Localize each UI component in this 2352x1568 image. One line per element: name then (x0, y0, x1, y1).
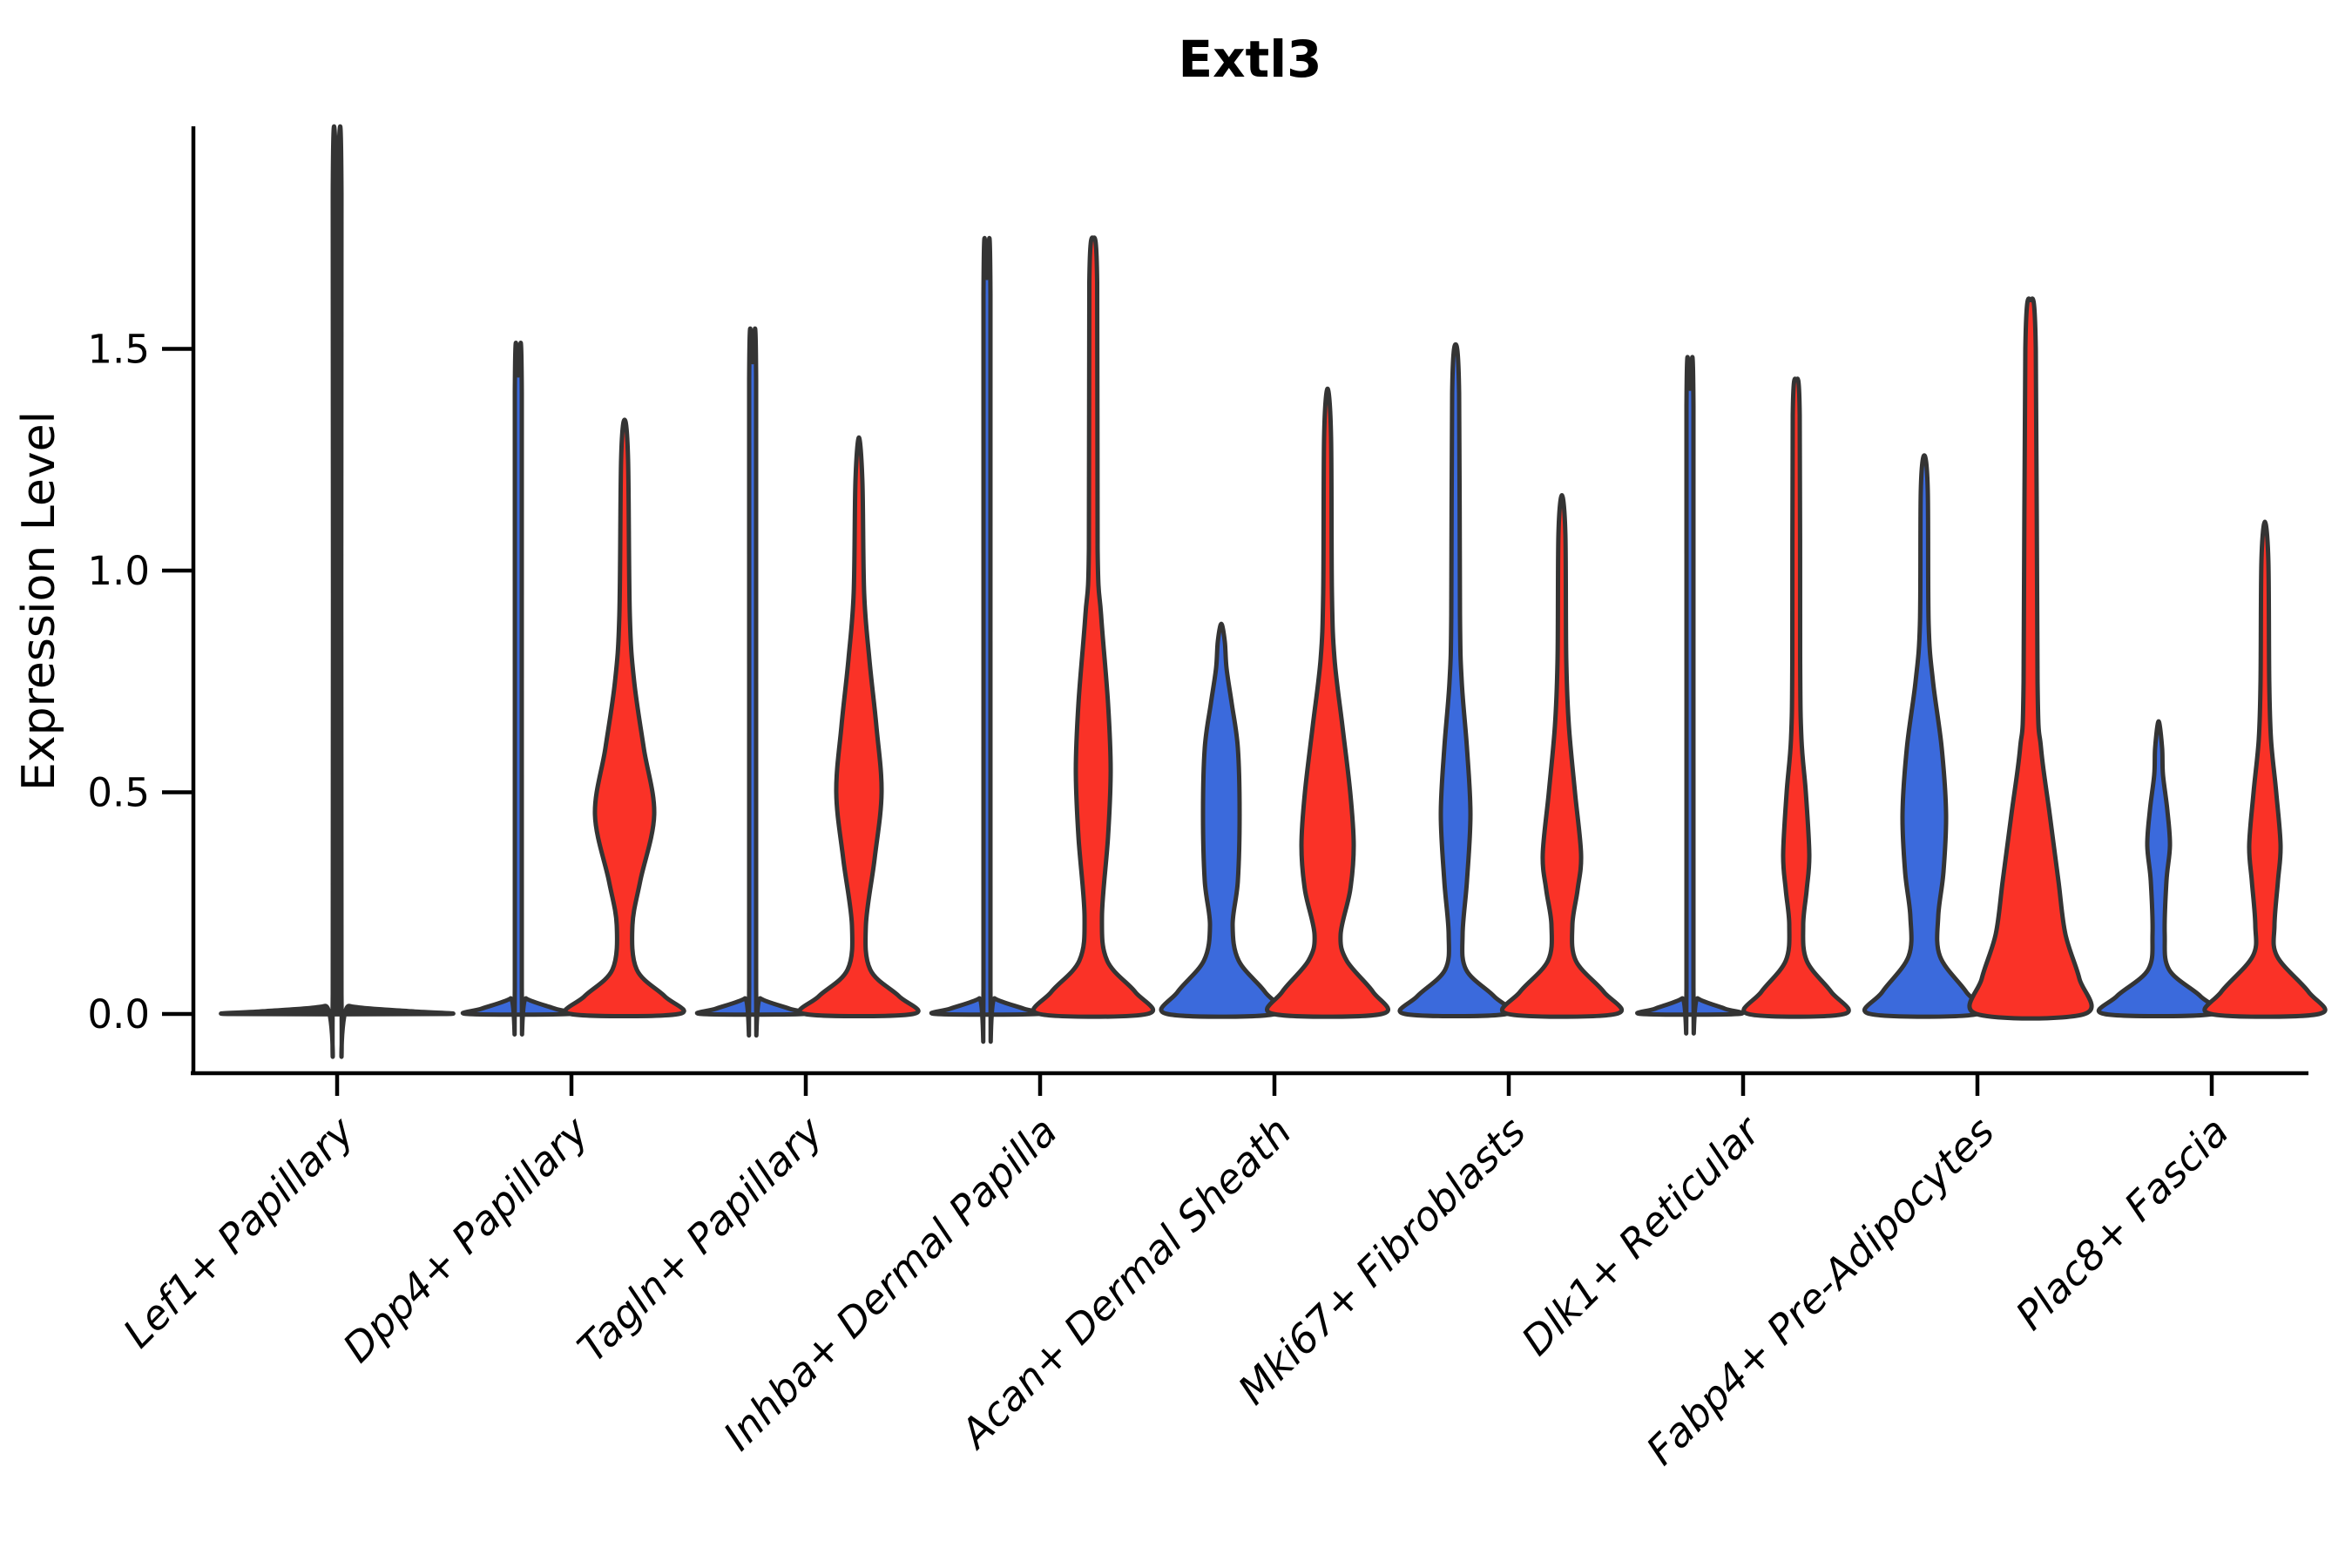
x-tick-label-cat8: Plac8+ Fascia (2006, 1108, 2237, 1339)
violin-red-cat1 (563, 417, 686, 1019)
violin-red-cat2 (797, 435, 921, 1019)
violin-red-cat3 (1031, 235, 1156, 1019)
violin-blue-cat7 (1862, 453, 1987, 1019)
y-tick-label-1.0: 1.0 (87, 548, 150, 594)
violin-blue-cat1 (460, 341, 577, 1037)
violin-blue-cat3 (929, 235, 1045, 1044)
chart-title: Extl3 (1179, 30, 1322, 89)
violin-red-cat4 (1265, 386, 1390, 1019)
violin-blue-cat5 (1397, 341, 1514, 1019)
violin-red-cat6 (1741, 376, 1851, 1019)
violin-red-cat7 (1967, 296, 2094, 1021)
y-axis-label: Expression Level (13, 411, 65, 791)
violin-red-cat8 (2202, 519, 2328, 1019)
violin-blue-cat8 (2096, 719, 2221, 1019)
y-tick-label-0.5: 0.5 (87, 770, 150, 816)
violin-single-cat0 (219, 124, 456, 1059)
violin-blue-cat6 (1635, 355, 1745, 1036)
axes-layer (162, 126, 2308, 1096)
violin-blue-cat2 (694, 326, 811, 1037)
x-tick-label-cat2: Tagln+ Papillary (568, 1107, 832, 1371)
y-tick-label-1.5: 1.5 (87, 327, 150, 373)
violin-layer (219, 124, 2328, 1059)
x-tick-label-cat0: Lef1+ Papillary (114, 1107, 363, 1356)
y-tick-label-0.0: 0.0 (87, 991, 150, 1037)
violin-blue-cat4 (1159, 621, 1284, 1019)
x-tick-label-cat6: Dlk1+ Reticular (1512, 1105, 1771, 1364)
violin-red-cat5 (1499, 493, 1625, 1019)
x-tick-label-cat1: Dpp4+ Papillary (334, 1107, 598, 1371)
